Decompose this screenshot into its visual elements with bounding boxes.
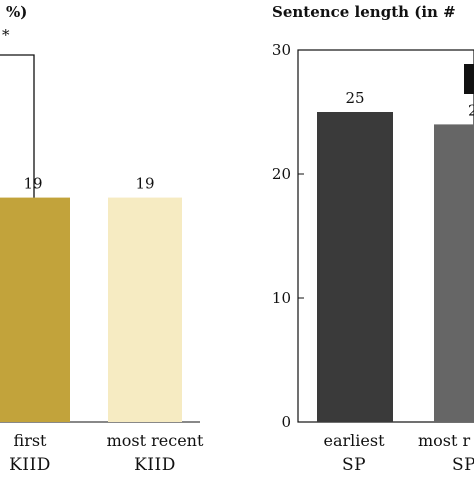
legend-swatch xyxy=(464,64,474,94)
right-bar-value-label-2: 24 xyxy=(468,101,474,119)
left-category-sublabel-1: KIID xyxy=(9,455,51,474)
right-bar-1 xyxy=(317,112,393,422)
left-bar-value-label-1: 19 xyxy=(23,175,42,193)
left-category-label-2: most recent xyxy=(107,431,204,450)
right-y-tick-label: 10 xyxy=(272,289,291,307)
left-chart-panel: %) * 19 first KIID 19 most recent KIID xyxy=(0,3,204,475)
right-category-sublabel-1: SP xyxy=(342,455,366,474)
right-category-sublabel-2: SP xyxy=(452,455,474,474)
left-category-sublabel-2: KIID xyxy=(134,455,176,474)
significance-marker: * xyxy=(2,26,10,44)
left-bar-value-label-2: 19 xyxy=(135,175,154,193)
significance-arrow xyxy=(0,54,40,216)
right-bar-value-label-1: 25 xyxy=(345,89,364,107)
right-y-tick-label: 20 xyxy=(272,165,291,183)
right-category-label-2: most r xyxy=(418,431,471,450)
right-y-tick-label: 30 xyxy=(272,41,291,59)
right-y-tick-label: 0 xyxy=(281,413,291,431)
left-bar-2 xyxy=(108,197,182,422)
right-chart-panel: Sentence length (in # 0 10 20 30 25 earliest… xyxy=(272,3,474,475)
left-category-label-1: first xyxy=(14,431,48,450)
left-bar-1 xyxy=(0,197,70,422)
right-chart-title: Sentence length (in # xyxy=(272,3,456,21)
right-category-label-1: earliest xyxy=(324,431,386,450)
right-bar-2 xyxy=(434,124,474,423)
left-chart-title: %) xyxy=(6,3,27,21)
